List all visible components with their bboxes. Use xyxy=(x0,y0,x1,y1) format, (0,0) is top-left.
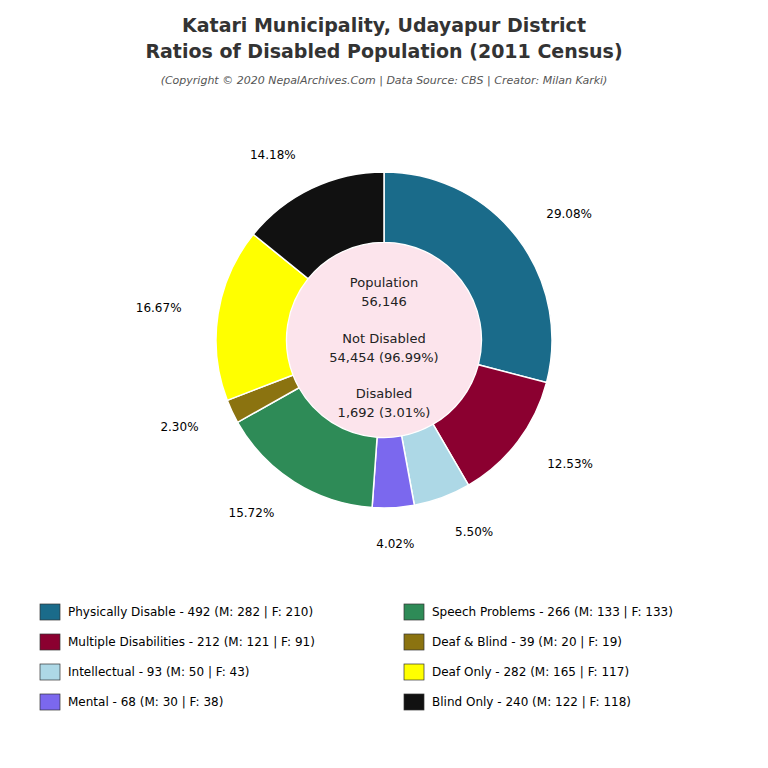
data-label: 2.30% xyxy=(160,420,198,434)
donut: Population56,146 Not Disabled54,454 (96.9… xyxy=(136,148,593,552)
data-label: 29.08% xyxy=(546,207,592,221)
legend-swatch xyxy=(404,634,424,650)
legend-entry: Mental - 68 (M: 30 | F: 38) xyxy=(68,695,223,709)
data-label: 16.67% xyxy=(136,301,182,315)
legend-swatch xyxy=(40,634,60,650)
legend-swatch xyxy=(404,664,424,680)
center-annotation: Not Disabled54,454 (96.99%) xyxy=(329,330,438,364)
legend-entry: Physically Disable - 492 (M: 282 | F: 21… xyxy=(68,605,313,619)
legend: Physically Disable - 492 (M: 282 | F: 21… xyxy=(40,604,673,710)
legend-swatch xyxy=(404,694,424,710)
data-label: 4.02% xyxy=(376,537,414,551)
data-label: 15.72% xyxy=(229,506,275,520)
legend-swatch xyxy=(404,604,424,620)
legend-entry: Multiple Disabilities - 212 (M: 121 | F:… xyxy=(68,635,315,649)
data-label: 12.53% xyxy=(547,457,593,471)
legend-entry: Blind Only - 240 (M: 122 | F: 118) xyxy=(432,695,631,709)
center-annotation: Disabled1,692 (3.01%) xyxy=(338,386,431,420)
center-disc xyxy=(287,243,481,437)
legend-swatch xyxy=(40,694,60,710)
title: Katari Municipality, Udayapur DistrictRa… xyxy=(145,14,622,62)
legend-entry: Deaf & Blind - 39 (M: 20 | F: 19) xyxy=(432,635,622,649)
legend-swatch xyxy=(40,664,60,680)
center-annotation: Population56,146 xyxy=(350,275,418,309)
legend-entry: Speech Problems - 266 (M: 133 | F: 133) xyxy=(432,605,673,619)
legend-entry: Deaf Only - 282 (M: 165 | F: 117) xyxy=(432,665,629,679)
legend-entry: Intellectual - 93 (M: 50 | F: 43) xyxy=(68,665,250,679)
slice xyxy=(372,436,414,508)
legend-swatch xyxy=(40,604,60,620)
chart: Katari Municipality, Udayapur DistrictRa… xyxy=(0,0,768,768)
data-label: 5.50% xyxy=(455,525,493,539)
subtitle: (Copyright © 2020 NepalArchives.Com | Da… xyxy=(161,74,608,87)
data-label: 14.18% xyxy=(250,148,296,162)
